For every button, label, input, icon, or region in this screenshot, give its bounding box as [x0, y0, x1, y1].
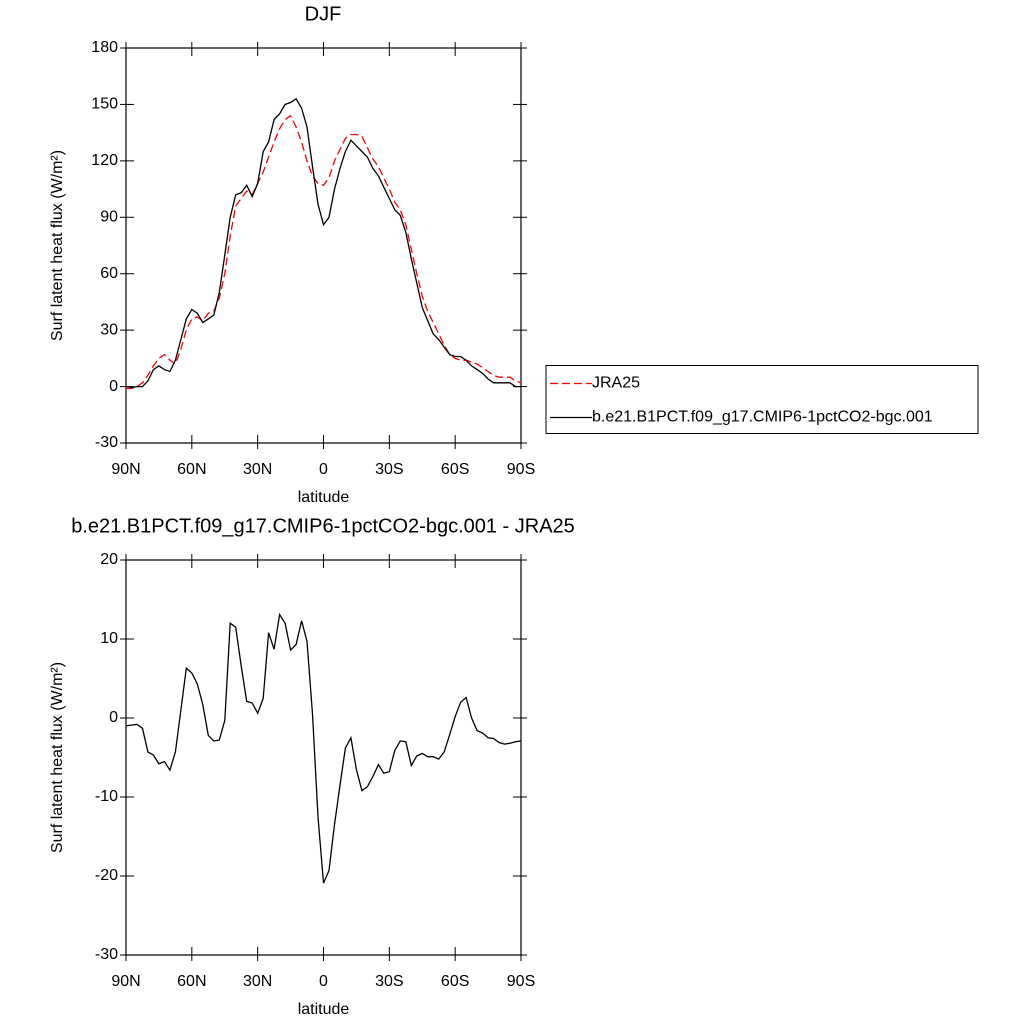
plot-frame: [125, 559, 522, 956]
y-tick-label: -20: [95, 867, 118, 884]
legend-box: [545, 365, 979, 434]
y-tick-label: 90: [100, 209, 118, 226]
y-tick-label: 0: [109, 378, 118, 395]
x-tick-label: 60N: [177, 973, 206, 990]
y-tick-label: 0: [109, 709, 118, 726]
x-tick-label: 30N: [243, 461, 272, 478]
data-line: [125, 97, 521, 389]
y-axis-label: Surf latent heat flux (W/m²): [49, 662, 66, 853]
y-tick-label: 150: [91, 96, 118, 113]
y-tick-label: 60: [100, 265, 118, 282]
x-tick-label: 30N: [243, 973, 272, 990]
chart-title: DJF: [305, 3, 342, 25]
x-tick-label: 90S: [507, 973, 535, 990]
chart-title: b.e21.B1PCT.f09_g17.CMIP6-1pctCO2-bgc.00…: [71, 515, 575, 537]
x-tick-label: 90S: [507, 461, 535, 478]
y-tick-label: 10: [100, 630, 118, 647]
y-tick-label: 20: [100, 551, 118, 568]
legend-label: JRA25: [592, 375, 640, 392]
y-tick-label: -30: [95, 434, 118, 451]
x-tick-label: 0: [319, 973, 328, 990]
x-tick-label: 60N: [177, 461, 206, 478]
x-tick-label: 90N: [111, 973, 140, 990]
y-tick-label: 180: [91, 39, 118, 56]
plot-frame: [125, 47, 522, 444]
x-tick-label: 60S: [441, 973, 469, 990]
y-tick-label: 30: [100, 321, 118, 338]
data-line: [125, 612, 522, 884]
y-tick-label: 120: [91, 152, 118, 169]
data-line: [126, 114, 522, 390]
x-tick-label: 30S: [375, 461, 403, 478]
x-axis-label: latitude: [298, 489, 350, 506]
y-tick-label: -10: [95, 788, 118, 805]
x-tick-label: 0: [319, 461, 328, 478]
x-tick-label: 90N: [111, 461, 140, 478]
x-tick-label: 60S: [441, 461, 469, 478]
x-tick-label: 30S: [375, 973, 403, 990]
y-tick-label: -30: [95, 946, 118, 963]
legend-label: b.e21.B1PCT.f09_g17.CMIP6-1pctCO2-bgc.00…: [592, 409, 933, 426]
x-axis-label: latitude: [298, 1001, 350, 1018]
y-axis-label: Surf latent heat flux (W/m²): [49, 150, 66, 341]
